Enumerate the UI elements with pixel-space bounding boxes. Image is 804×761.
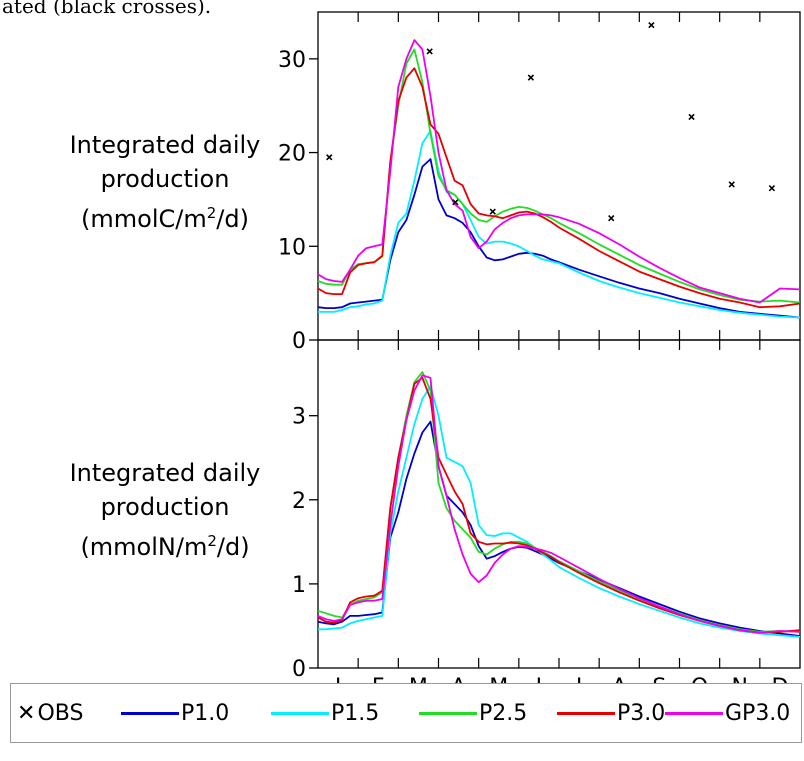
y-tick-label: 0 [292,329,306,354]
series-line-p1-5 [318,130,801,319]
legend-swatch [271,711,329,715]
obs-point [426,48,433,55]
series-line-p1-5 [318,385,801,638]
x-tick-label: M [489,675,508,683]
x-tick-label: O [691,675,708,683]
x-tick-label: S [652,675,666,683]
legend-label: GP3.0 [725,700,791,726]
x-tick-label: A [612,675,627,683]
x-tick-label: D [771,675,788,683]
x-tick-label: M [409,675,428,683]
legend-item-p3-0: P3.0 [557,684,665,742]
obs-point [527,74,535,81]
obs-point [489,208,496,215]
legend-item-obs: ✕ OBS [17,684,83,742]
legend-swatch [665,711,723,715]
legend-item-gp3-0: GP3.0 [665,684,790,742]
x-tick-label: A [451,675,466,683]
series-line-gp3-0 [317,39,801,304]
legend-label: P2.5 [479,700,528,726]
obs-point [768,185,776,192]
legend-label: P1.0 [181,700,230,726]
legend-swatch [419,711,477,715]
chart-svg: 0 10 20 30 0 1 2 3 J F M A M J J A S O N D [278,11,801,683]
ylabel-line: Integrated daily [69,459,261,487]
series-line-p3-0 [317,376,801,634]
obs-point [452,199,459,206]
y-tick-label: 2 [292,489,306,514]
series-line-p2-5 [317,371,801,633]
legend-item-p1-0: P1.0 [121,684,229,742]
series-line-p1-0 [317,158,801,319]
ylabel-line: (mmolC/m2/d) [81,204,249,233]
obs-point [648,21,655,29]
series-line-p3-0 [317,67,801,309]
ylabel-line: production [100,493,230,521]
obs-point [728,181,735,188]
series-line-gp3-0 [317,374,801,634]
obs-point [608,215,615,222]
y-tick-label: 3 [292,405,306,430]
y-tick-label: 1 [292,573,306,598]
top-panel-ylabel: Integrated daily production (mmolC/m2/d) [40,128,290,236]
legend-item-p2-5: P2.5 [419,684,527,742]
legend-swatch [557,711,615,715]
figure-caption-fragment: ated (black crosses). [2,0,212,18]
obs-cross-icon: ✕ [17,700,36,726]
x-tick-label: F [372,675,385,683]
x-tick-label: J [534,675,543,683]
x-tick-label: J [574,675,583,683]
ylabel-line: (mmolN/m2/d) [80,532,250,561]
legend-label: P1.5 [331,700,380,726]
y-tick-label: 30 [278,48,306,73]
legend-label: P3.0 [617,700,666,726]
obs-point [326,154,333,161]
y-tick-label: 20 [278,142,306,167]
obs-point [688,113,695,121]
ylabel-line: Integrated daily [69,131,261,159]
y-tick-label: 0 [292,657,306,682]
x-tick-label: N [732,675,748,683]
bottom-panel-ylabel: Integrated daily production (mmolN/m2/d) [40,456,290,564]
y-tick-label: 10 [278,235,306,260]
legend: ✕ OBS P1.0 P1.5 P2.5 P3.0 GP3.0 [10,683,802,743]
legend-swatch [121,711,179,715]
x-tick-label: J [333,675,342,683]
legend-item-p1-5: P1.5 [271,684,379,742]
ylabel-line: production [100,165,230,193]
series-line-p1-0 [317,420,801,637]
legend-label: OBS [37,700,84,726]
